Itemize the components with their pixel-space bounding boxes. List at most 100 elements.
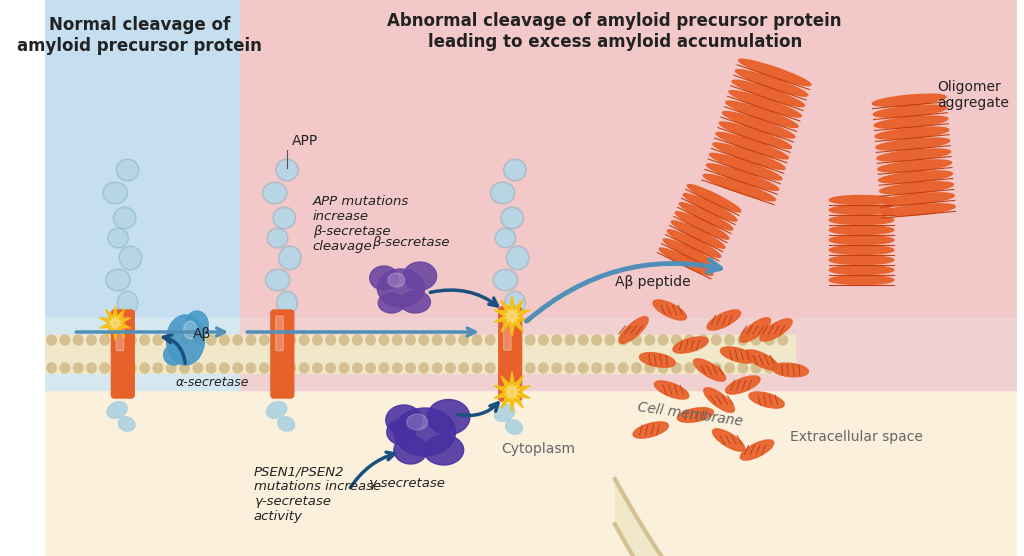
Ellipse shape — [493, 184, 513, 202]
Circle shape — [406, 363, 416, 373]
Ellipse shape — [735, 70, 808, 96]
Circle shape — [246, 335, 256, 345]
Ellipse shape — [640, 353, 675, 367]
Circle shape — [194, 363, 203, 373]
Polygon shape — [100, 306, 130, 340]
Circle shape — [312, 335, 323, 345]
Circle shape — [752, 335, 761, 345]
Ellipse shape — [687, 185, 741, 212]
Ellipse shape — [267, 228, 288, 248]
Ellipse shape — [279, 246, 301, 270]
Text: APP mutations
increase
β-secretase
cleavage: APP mutations increase β-secretase cleav… — [312, 195, 409, 253]
Ellipse shape — [672, 221, 725, 248]
Ellipse shape — [829, 246, 894, 255]
Ellipse shape — [504, 159, 526, 181]
Ellipse shape — [167, 315, 205, 365]
Circle shape — [246, 363, 256, 373]
Circle shape — [512, 335, 521, 345]
FancyBboxPatch shape — [112, 310, 134, 398]
Circle shape — [272, 335, 283, 345]
Ellipse shape — [118, 161, 137, 179]
Text: Cell membrane: Cell membrane — [637, 400, 744, 429]
Circle shape — [445, 335, 455, 345]
Circle shape — [167, 335, 176, 345]
Ellipse shape — [633, 422, 669, 438]
Circle shape — [552, 335, 561, 345]
Ellipse shape — [732, 80, 805, 107]
Text: Aβ: Aβ — [193, 327, 211, 341]
Ellipse shape — [620, 317, 648, 343]
Circle shape — [167, 363, 176, 373]
Ellipse shape — [829, 216, 894, 225]
Circle shape — [154, 363, 163, 373]
Circle shape — [194, 335, 203, 345]
Circle shape — [645, 335, 654, 345]
Circle shape — [512, 363, 521, 373]
Text: Cytoplasm: Cytoplasm — [502, 442, 575, 456]
Ellipse shape — [829, 256, 894, 265]
Ellipse shape — [267, 271, 288, 289]
Circle shape — [100, 335, 110, 345]
Circle shape — [339, 363, 349, 373]
Circle shape — [632, 363, 641, 373]
Ellipse shape — [653, 300, 686, 320]
Ellipse shape — [876, 138, 949, 150]
Ellipse shape — [386, 405, 422, 435]
Circle shape — [432, 363, 441, 373]
Circle shape — [618, 363, 628, 373]
Ellipse shape — [772, 363, 808, 376]
Ellipse shape — [707, 164, 778, 190]
Circle shape — [605, 363, 614, 373]
Ellipse shape — [679, 203, 733, 230]
Circle shape — [579, 363, 588, 373]
Circle shape — [392, 363, 402, 373]
Ellipse shape — [495, 271, 516, 289]
Ellipse shape — [394, 436, 427, 464]
Circle shape — [326, 335, 336, 345]
Circle shape — [154, 335, 163, 345]
Ellipse shape — [427, 400, 470, 434]
Bar — [45, 390, 1017, 556]
Ellipse shape — [876, 127, 949, 139]
Circle shape — [499, 363, 508, 373]
Ellipse shape — [394, 408, 456, 456]
Ellipse shape — [105, 269, 130, 291]
Ellipse shape — [388, 273, 404, 287]
Ellipse shape — [877, 149, 950, 161]
Circle shape — [472, 363, 481, 373]
Circle shape — [685, 363, 694, 373]
Ellipse shape — [370, 266, 398, 290]
Circle shape — [432, 335, 441, 345]
Ellipse shape — [882, 203, 955, 216]
Circle shape — [592, 363, 601, 373]
Circle shape — [140, 363, 150, 373]
Ellipse shape — [490, 182, 515, 204]
Ellipse shape — [659, 248, 713, 275]
Circle shape — [312, 363, 323, 373]
Circle shape — [100, 363, 110, 373]
Ellipse shape — [108, 271, 128, 289]
Circle shape — [445, 363, 455, 373]
Circle shape — [180, 363, 189, 373]
Circle shape — [672, 363, 681, 373]
Ellipse shape — [829, 266, 894, 275]
Text: Normal cleavage of
amyloid precursor protein: Normal cleavage of amyloid precursor pro… — [17, 16, 262, 55]
Ellipse shape — [119, 293, 136, 313]
FancyBboxPatch shape — [504, 313, 511, 350]
Ellipse shape — [106, 401, 127, 419]
Circle shape — [712, 363, 721, 373]
Circle shape — [232, 363, 243, 373]
Ellipse shape — [721, 347, 756, 363]
Circle shape — [632, 335, 641, 345]
FancyBboxPatch shape — [116, 316, 124, 351]
Ellipse shape — [506, 420, 522, 434]
Circle shape — [605, 335, 614, 345]
Circle shape — [219, 363, 229, 373]
Text: Abnormal cleavage of amyloid precursor protein
leading to excess amyloid accumul: Abnormal cleavage of amyloid precursor p… — [387, 12, 842, 51]
Circle shape — [207, 363, 216, 373]
Text: Oligomer
aggregate: Oligomer aggregate — [937, 80, 1010, 110]
Ellipse shape — [121, 248, 140, 268]
Circle shape — [539, 363, 548, 373]
Ellipse shape — [119, 246, 141, 270]
Circle shape — [74, 335, 83, 345]
